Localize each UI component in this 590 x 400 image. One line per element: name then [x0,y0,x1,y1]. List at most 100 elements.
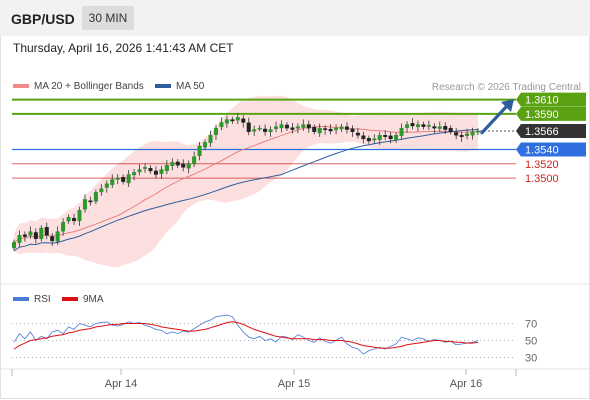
candle-body-64 [361,135,366,140]
candle-body-58 [328,128,333,132]
candle-body-11 [72,217,77,222]
candle-body-14 [88,200,93,203]
candle-body-40 [230,119,235,122]
candle-body-0 [11,242,16,249]
level-label-3: 1.3520 [525,159,559,171]
candle-body-49 [279,124,284,129]
level-tag-2 [516,142,586,157]
candle-body-42 [241,118,246,123]
level-label-4: 1.3500 [525,173,559,185]
level-tag-1 [516,106,586,121]
candle-body-36 [208,135,213,144]
candle-body-72 [405,124,410,128]
candle-body-9 [61,222,66,232]
level-label-0: 1.3610 [525,95,559,107]
candle-body-43 [246,122,251,132]
x-tick-label-1: Apr 15 [278,378,310,390]
candle-body-25 [148,168,153,172]
x-tick-label-0: Apr 14 [105,378,137,390]
candle-body-48 [274,126,279,129]
candles [11,112,481,251]
candle-body-22 [132,172,137,176]
candle-body-18 [110,179,115,185]
candle-body-28 [164,165,169,171]
candle-body-55 [312,127,317,132]
rsi-ma-line [13,321,479,350]
rsi-legend-swatch-1 [62,297,78,301]
candle-body-71 [399,127,404,136]
candle-body-62 [350,128,355,132]
rsi-legend-swatch-0 [13,297,29,301]
candle-body-15 [93,192,98,202]
candle-body-10 [66,217,71,222]
candle-body-69 [388,135,393,140]
timestamp: Thursday, April 16, 2026 1:41:43 AM CET [13,41,234,55]
candle-body-79 [443,126,448,130]
candle-body-37 [213,127,218,136]
candle-body-32 [186,163,191,169]
level-label-1: 1.3590 [525,109,559,121]
candle-body-76 [426,125,431,127]
candle-body-44 [252,129,257,132]
candle-body-35 [203,142,208,148]
candle-body-39 [224,119,229,124]
candle-body-8 [55,231,60,242]
price-legend-label-0: MA 20 + Bollinger Bands [34,81,144,92]
candle-body-54 [306,124,311,129]
price-legend-swatch-1 [155,84,171,88]
candle-body-38 [219,122,224,128]
candle-body-50 [284,124,289,129]
forecast-arrow-shaft [480,105,508,135]
candle-body-6 [44,226,49,236]
candle-body-30 [175,161,180,166]
candle-body-83 [465,133,470,137]
candle-body-67 [377,135,382,140]
candle-body-12 [77,209,82,222]
candle-body-34 [197,145,202,157]
x-tick-label-2: Apr 16 [450,378,482,390]
current-price-tag [516,123,586,138]
timeframe-button[interactable]: 30 MIN [82,6,134,30]
candle-body-81 [454,132,459,136]
candle-body-45 [257,127,262,130]
candle-body-2 [22,234,27,237]
candle-body-56 [317,127,322,134]
candle-body-66 [372,138,377,141]
level-label-2: 1.3540 [525,145,559,157]
candle-body-27 [159,169,164,174]
rsi-tick-0: 70 [525,319,537,331]
candle-body-59 [334,127,339,130]
candle-body-7 [50,236,55,242]
current-price-label: 1.3566 [525,126,559,138]
rsi-legend-label-1: 9MA [83,294,104,305]
candle-body-60 [339,126,344,130]
candle-body-82 [459,135,464,137]
candle-body-52 [295,126,300,129]
header-bar: GBP/USD 30 MIN [0,0,590,36]
candle-body-17 [104,183,109,188]
candle-body-13 [82,199,87,210]
candle-body-85 [476,130,481,133]
candle-body-1 [17,234,22,243]
candle-body-21 [126,174,131,184]
candle-body-4 [33,232,38,239]
candle-body-41 [235,117,240,121]
candle-body-68 [383,135,388,137]
candle-body-31 [181,163,186,168]
candle-body-19 [115,177,120,180]
candle-body-3 [28,231,33,236]
price-legend-swatch-0 [13,84,29,88]
candle-body-51 [290,127,295,130]
candle-body-74 [415,124,420,128]
candle-body-5 [39,227,44,239]
candle-body-20 [121,177,126,182]
candle-body-24 [143,167,148,169]
candle-body-23 [137,169,142,173]
candle-body-33 [192,156,197,165]
candle-body-70 [394,135,399,141]
candle-body-77 [432,126,437,129]
candle-body-26 [153,170,158,175]
rsi-tick-1: 50 [525,336,537,348]
rsi-legend-label-0: RSI [34,294,51,305]
candle-body-57 [323,128,328,130]
